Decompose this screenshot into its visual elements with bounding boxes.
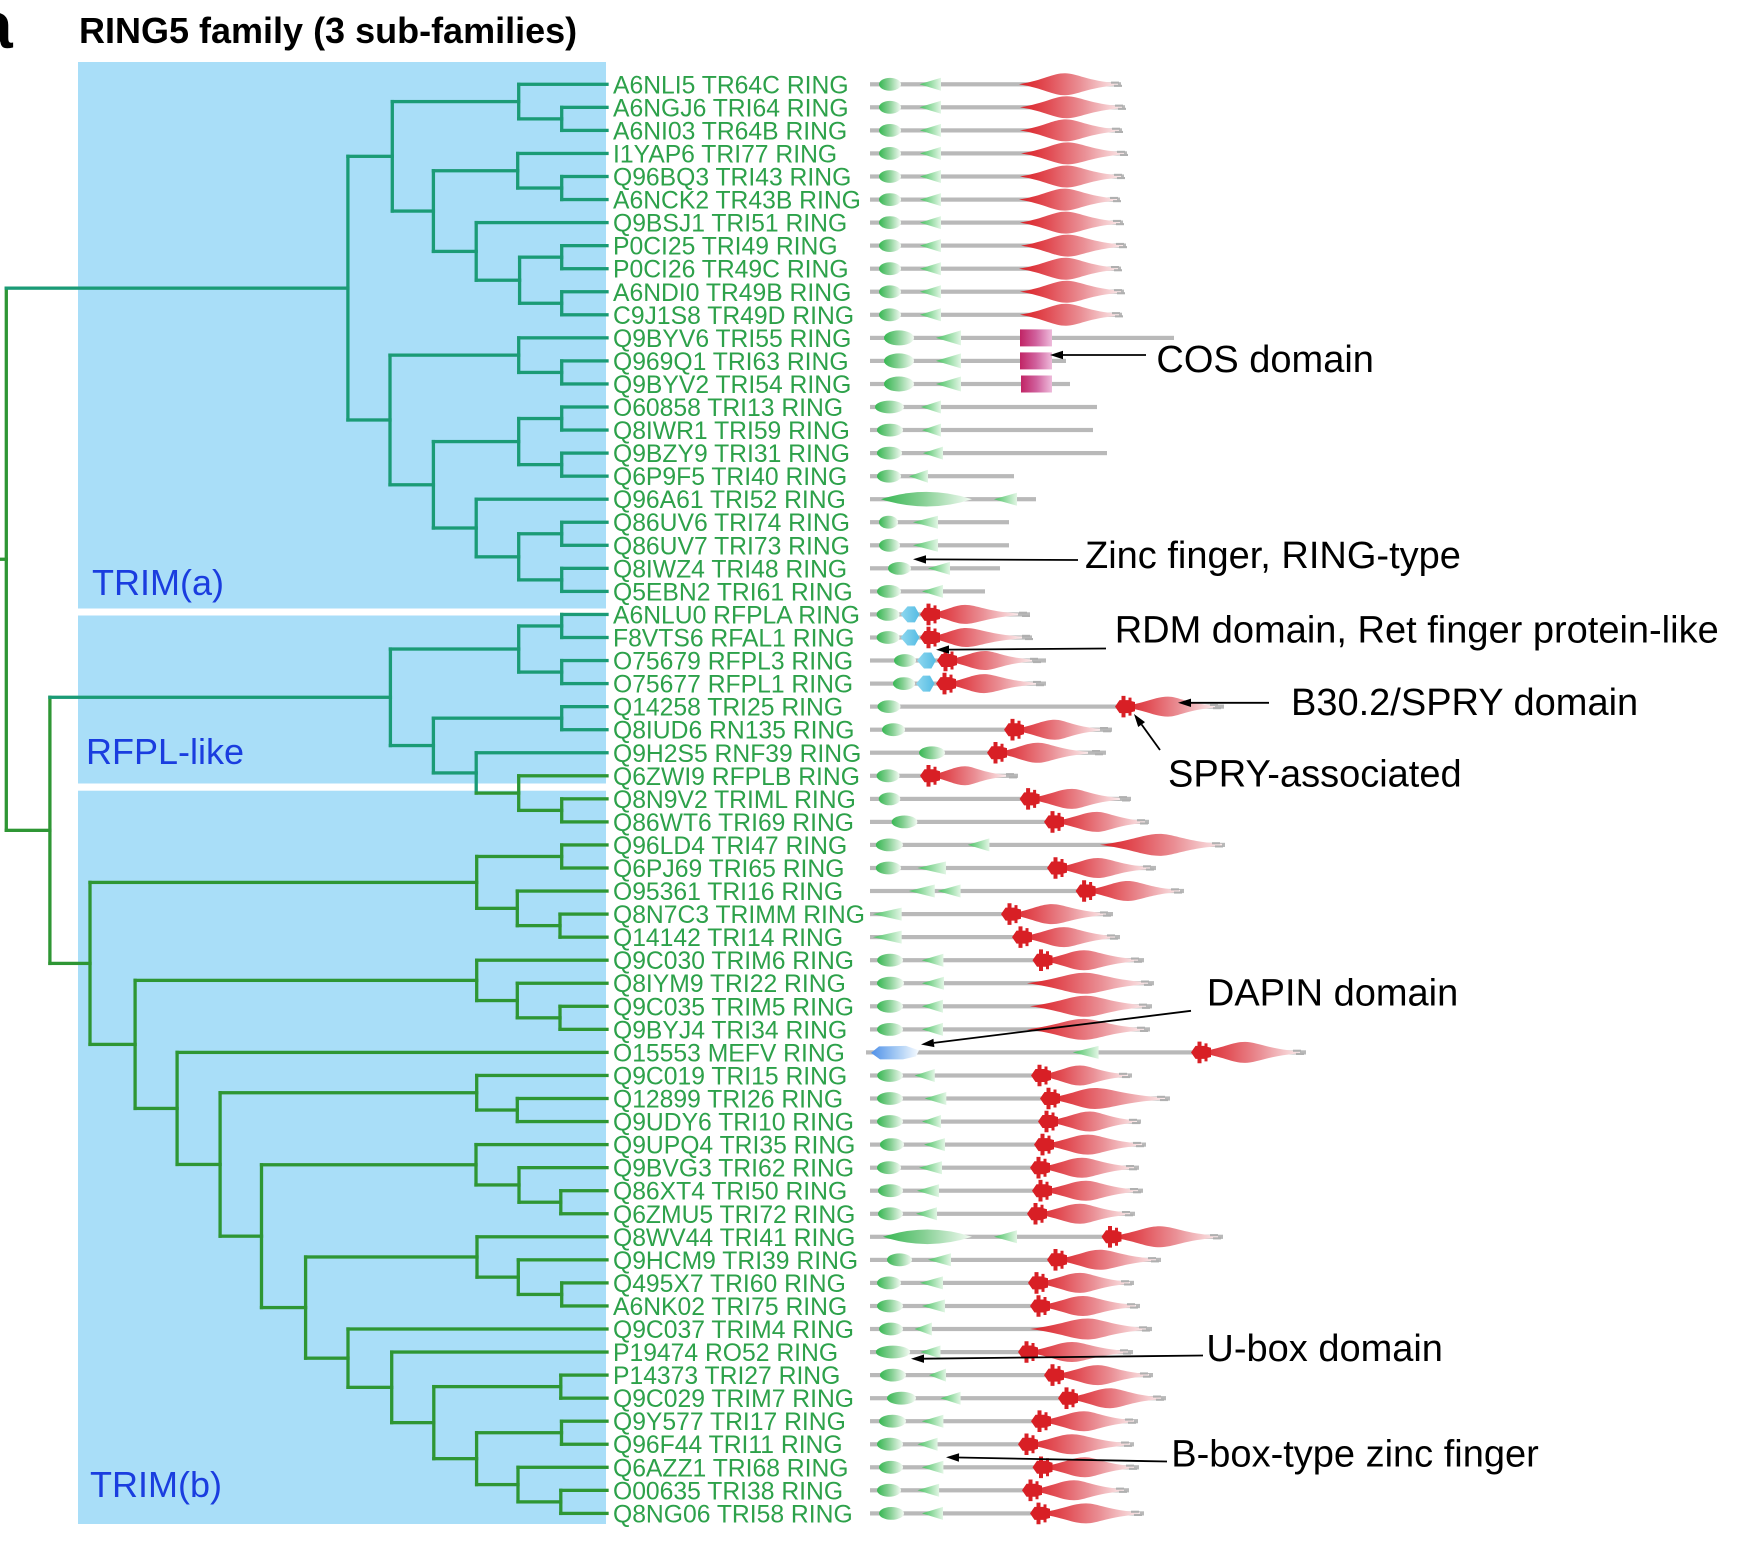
- svg-text:Q6P9F5 TRI40 RING: Q6P9F5 TRI40 RING: [613, 464, 847, 491]
- svg-text:Q9HCM9 TRI39 RING: Q9HCM9 TRI39 RING: [613, 1248, 858, 1275]
- svg-text:Q8IUD6 RN135 RING: Q8IUD6 RN135 RING: [613, 718, 854, 745]
- svg-text:O60858 TRI13 RING: O60858 TRI13 RING: [613, 395, 843, 422]
- svg-text:SPRY-associated: SPRY-associated: [1168, 754, 1462, 796]
- svg-text:Q6PJ69 TRI65 RING: Q6PJ69 TRI65 RING: [613, 856, 844, 883]
- svg-text:Q96LD4 TRI47 RING: Q96LD4 TRI47 RING: [613, 833, 847, 860]
- svg-text:A6NCK2 TR43B RING: A6NCK2 TR43B RING: [613, 188, 861, 215]
- svg-text:Q14142 TRI14 RING: Q14142 TRI14 RING: [613, 925, 843, 952]
- svg-text:Q495X7 TRI60 RING: Q495X7 TRI60 RING: [613, 1271, 846, 1298]
- svg-text:Q12899 TRI26 RING: Q12899 TRI26 RING: [613, 1087, 843, 1114]
- svg-text:Q6ZWI9 RFPLB RING: Q6ZWI9 RFPLB RING: [613, 764, 860, 791]
- svg-text:Q969Q1 TRI63 RING: Q969Q1 TRI63 RING: [613, 349, 849, 376]
- svg-text:A6NK02 TRI75 RING: A6NK02 TRI75 RING: [613, 1294, 847, 1321]
- svg-text:Q9UPQ4 TRI35 RING: Q9UPQ4 TRI35 RING: [613, 1133, 855, 1160]
- svg-text:A6NDI0 TR49B RING: A6NDI0 TR49B RING: [613, 280, 851, 307]
- svg-text:A6NLI5 TR64C RING: A6NLI5 TR64C RING: [613, 72, 849, 99]
- svg-text:Q9H2S5 RNF39 RING: Q9H2S5 RNF39 RING: [613, 741, 861, 768]
- svg-text:a: a: [0, 0, 14, 62]
- svg-text:P19474 RO52 RING: P19474 RO52 RING: [613, 1340, 838, 1367]
- svg-text:Q9C035 TRIM5 RING: Q9C035 TRIM5 RING: [613, 994, 854, 1021]
- svg-text:O75677 RFPL1 RING: O75677 RFPL1 RING: [613, 672, 853, 699]
- svg-text:TRIM(a): TRIM(a): [92, 562, 224, 603]
- svg-text:B30.2/SPRY domain: B30.2/SPRY domain: [1291, 682, 1638, 724]
- svg-text:Q5EBN2 TRI61 RING: Q5EBN2 TRI61 RING: [613, 579, 853, 606]
- svg-text:Q9C019 TRI15 RING: Q9C019 TRI15 RING: [613, 1064, 847, 1091]
- svg-text:O95361 TRI16 RING: O95361 TRI16 RING: [613, 879, 843, 906]
- svg-text:Q8IYM9 TRI22 RING: Q8IYM9 TRI22 RING: [613, 971, 846, 998]
- svg-text:Q8N9V2 TRIML RING: Q8N9V2 TRIML RING: [613, 787, 856, 814]
- svg-text:RDM domain, Ret finger protein: RDM domain, Ret finger protein-like: [1115, 609, 1719, 651]
- svg-text:Q9BVG3 TRI62 RING: Q9BVG3 TRI62 RING: [613, 1156, 854, 1183]
- svg-text:Q8IWZ4 TRI48 RING: Q8IWZ4 TRI48 RING: [613, 556, 847, 583]
- svg-text:Q14258 TRI25 RING: Q14258 TRI25 RING: [613, 695, 843, 722]
- svg-text:Q9Y577 TRI17 RING: Q9Y577 TRI17 RING: [613, 1409, 846, 1436]
- svg-text:Q9BYV6 TRI55 RING: Q9BYV6 TRI55 RING: [613, 326, 851, 353]
- svg-text:Q96BQ3 TRI43 RING: Q96BQ3 TRI43 RING: [613, 165, 851, 192]
- svg-text:Q6ZMU5 TRI72 RING: Q6ZMU5 TRI72 RING: [613, 1202, 855, 1229]
- svg-text:Q96F44 TRI11 RING: Q96F44 TRI11 RING: [613, 1432, 843, 1459]
- svg-text:Q6AZZ1 TRI68 RING: Q6AZZ1 TRI68 RING: [613, 1455, 849, 1482]
- svg-text:RFPL-like: RFPL-like: [86, 731, 244, 772]
- svg-text:Q9BYV2 TRI54 RING: Q9BYV2 TRI54 RING: [613, 372, 851, 399]
- svg-text:U-box domain: U-box domain: [1206, 1328, 1443, 1370]
- svg-text:Q8WV44 TRI41 RING: Q8WV44 TRI41 RING: [613, 1225, 855, 1252]
- svg-text:Q86WT6 TRI69 RING: Q86WT6 TRI69 RING: [613, 810, 854, 837]
- svg-text:A6NI03 TR64B RING: A6NI03 TR64B RING: [613, 118, 847, 145]
- svg-text:Q86UV6 TRI74 RING: Q86UV6 TRI74 RING: [613, 510, 850, 537]
- svg-text:Q96A61 TRI52 RING: Q96A61 TRI52 RING: [613, 487, 846, 514]
- svg-text:P0CI26 TR49C RING: P0CI26 TR49C RING: [613, 257, 849, 284]
- svg-text:Q8N7C3 TRIMM RING: Q8N7C3 TRIMM RING: [613, 902, 865, 929]
- svg-text:TRIM(b): TRIM(b): [90, 1464, 222, 1505]
- svg-text:I1YAP6 TRI77 RING: I1YAP6 TRI77 RING: [613, 141, 837, 168]
- svg-text:Zinc finger, RING-type: Zinc finger, RING-type: [1085, 535, 1461, 577]
- svg-text:P0CI25 TRI49 RING: P0CI25 TRI49 RING: [613, 234, 838, 261]
- svg-text:B-box-type zinc finger: B-box-type zinc finger: [1171, 1434, 1539, 1476]
- svg-text:F8VTS6 RFAL1 RING: F8VTS6 RFAL1 RING: [613, 626, 854, 653]
- svg-text:O00635 TRI38 RING: O00635 TRI38 RING: [613, 1478, 843, 1505]
- svg-text:COS domain: COS domain: [1156, 339, 1374, 381]
- svg-text:A6NGJ6 TRI64 RING: A6NGJ6 TRI64 RING: [613, 95, 849, 122]
- svg-text:Q9BYJ4 TRI34 RING: Q9BYJ4 TRI34 RING: [613, 1017, 847, 1044]
- svg-text:Q9C030 TRIM6 RING: Q9C030 TRIM6 RING: [613, 948, 854, 975]
- svg-text:Q86UV7 TRI73 RING: Q86UV7 TRI73 RING: [613, 533, 850, 560]
- svg-text:Q9UDY6 TRI10 RING: Q9UDY6 TRI10 RING: [613, 1110, 854, 1137]
- svg-text:Q9C029 TRIM7 RING: Q9C029 TRIM7 RING: [613, 1386, 854, 1413]
- svg-text:Q9BSJ1 TRI51 RING: Q9BSJ1 TRI51 RING: [613, 211, 847, 238]
- svg-text:A6NLU0 RFPLA RING: A6NLU0 RFPLA RING: [613, 602, 860, 629]
- svg-text:O75679 RFPL3 RING: O75679 RFPL3 RING: [613, 649, 853, 676]
- svg-text:P14373 TRI27 RING: P14373 TRI27 RING: [613, 1363, 840, 1390]
- svg-text:Q8IWR1 TRI59 RING: Q8IWR1 TRI59 RING: [613, 418, 850, 445]
- svg-text:Q86XT4 TRI50 RING: Q86XT4 TRI50 RING: [613, 1179, 847, 1206]
- svg-text:Q8NG06 TRI58 RING: Q8NG06 TRI58 RING: [613, 1501, 853, 1528]
- svg-text:O15553 MEFV RING: O15553 MEFV RING: [613, 1040, 845, 1067]
- svg-text:Q9C037 TRIM4 RING: Q9C037 TRIM4 RING: [613, 1317, 854, 1344]
- svg-text:RING5 family (3 sub-families): RING5 family (3 sub-families): [79, 10, 577, 51]
- svg-text:C9J1S8 TR49D RING: C9J1S8 TR49D RING: [613, 303, 854, 330]
- svg-text:DAPIN domain: DAPIN domain: [1207, 973, 1458, 1015]
- svg-text:Q9BZY9 TRI31 RING: Q9BZY9 TRI31 RING: [613, 441, 850, 468]
